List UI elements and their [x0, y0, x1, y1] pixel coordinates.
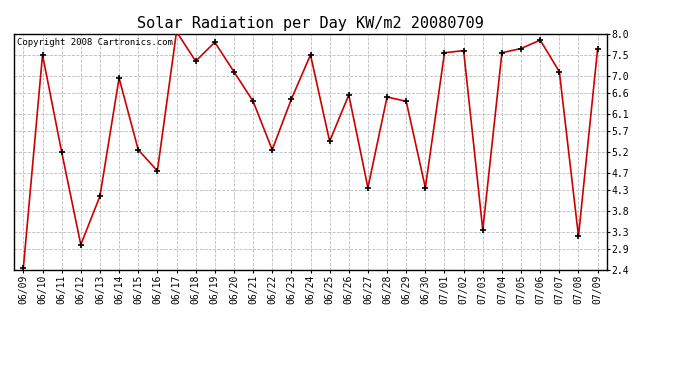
Text: Copyright 2008 Cartronics.com: Copyright 2008 Cartronics.com	[17, 39, 172, 48]
Title: Solar Radiation per Day KW/m2 20080709: Solar Radiation per Day KW/m2 20080709	[137, 16, 484, 31]
